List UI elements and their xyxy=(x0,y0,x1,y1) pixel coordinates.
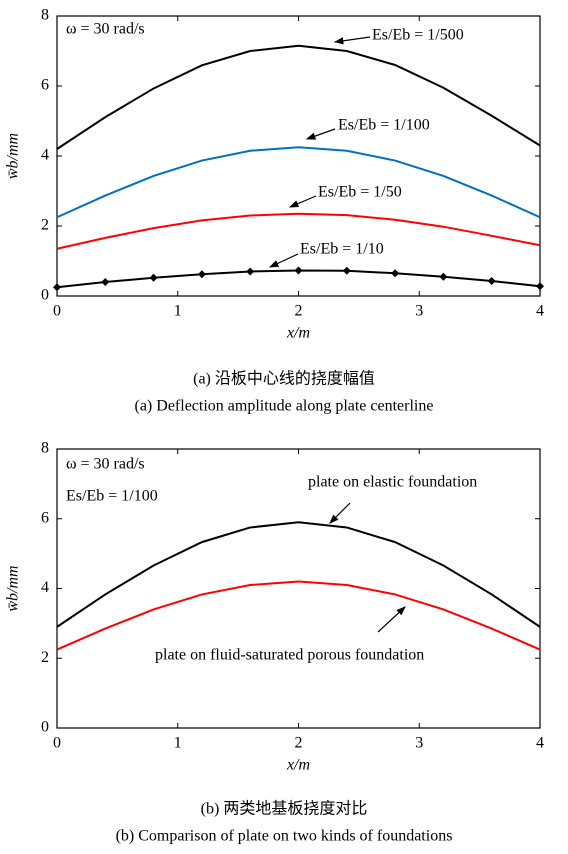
annotation: ω = 30 rad/s xyxy=(66,21,145,38)
y-tick-label: 0 xyxy=(41,719,49,736)
series-label: Es/Eb = 1/500 xyxy=(372,27,464,44)
x-tick-label: 4 xyxy=(536,303,544,320)
x-tick-label: 2 xyxy=(295,303,303,320)
chart: 0 1 2 3 4 0 2 4 6 8 x/m w̄b/mm ω = 30 rad/s Es/Eb = 1… xyxy=(5,440,544,845)
label-arrow xyxy=(333,36,371,45)
label-arrow xyxy=(329,502,351,524)
x-axis-label: x/m xyxy=(286,757,310,774)
marker xyxy=(439,272,448,281)
marker xyxy=(536,282,544,291)
marker xyxy=(101,278,110,286)
y-tick-label: 6 xyxy=(41,509,49,526)
series-label: Es/Eb = 1/100 xyxy=(338,117,430,134)
marker xyxy=(53,283,61,292)
series-line xyxy=(56,146,541,219)
label-arrow xyxy=(377,606,406,633)
y-tick-label: 8 xyxy=(41,7,49,24)
x-tick-label: 0 xyxy=(53,735,61,752)
label-arrow xyxy=(305,128,336,140)
series-label: plate on elastic foundation xyxy=(308,474,477,491)
y-axis-label: w̄b/mm xyxy=(5,133,22,179)
label-arrow xyxy=(268,253,299,268)
series-line xyxy=(56,580,541,651)
chart: 0 1 2 3 4 0 2 4 6 8 x/m w̄b/mm ω = 30 rad/s Es/Eb = 1… xyxy=(5,7,544,415)
annotation: Es/Eb = 1/100 xyxy=(66,488,158,505)
marker xyxy=(294,266,303,275)
x-tick-label: 2 xyxy=(295,735,303,752)
y-tick-label: 0 xyxy=(41,287,49,304)
annotation: ω = 30 rad/s xyxy=(66,456,145,473)
x-axis-label: x/m xyxy=(286,325,310,342)
series-line xyxy=(56,521,541,628)
series-line xyxy=(56,44,541,150)
x-tick-label: 1 xyxy=(174,303,182,320)
x-tick-label: 1 xyxy=(174,735,182,752)
caption-zh: (a) 沿板中心线的挠度幅值 xyxy=(193,370,375,388)
marker xyxy=(487,276,496,285)
y-axis-label: w̄b/mm xyxy=(5,565,22,611)
y-tick-label: 8 xyxy=(41,440,49,457)
marker xyxy=(342,266,351,275)
series-line xyxy=(56,212,541,250)
y-tick-label: 4 xyxy=(41,579,49,596)
caption-en: (b) Comparison of plate on two kinds of … xyxy=(116,828,453,845)
y-tick-label: 2 xyxy=(41,217,49,234)
marker xyxy=(246,267,255,276)
marker xyxy=(149,273,158,282)
x-tick-label: 3 xyxy=(415,303,423,320)
plot-frame xyxy=(56,15,541,297)
marker xyxy=(197,270,206,279)
y-tick-label: 6 xyxy=(41,77,49,94)
series-label: Es/Eb = 1/10 xyxy=(300,241,384,258)
series-label: plate on fluid-saturated porous foundati… xyxy=(155,647,424,664)
x-tick-label: 3 xyxy=(415,735,423,752)
y-tick-label: 4 xyxy=(41,147,49,164)
x-tick-label: 0 xyxy=(53,303,61,320)
x-tick-label: 4 xyxy=(536,735,544,752)
label-arrow xyxy=(288,195,317,208)
caption-en: (a) Deflection amplitude along plate cen… xyxy=(135,398,434,415)
y-tick-label: 2 xyxy=(41,649,49,666)
marker xyxy=(391,269,400,278)
series-label: Es/Eb = 1/50 xyxy=(318,184,402,201)
caption-zh: (b) 两类地基板挠度对比 xyxy=(201,800,368,818)
